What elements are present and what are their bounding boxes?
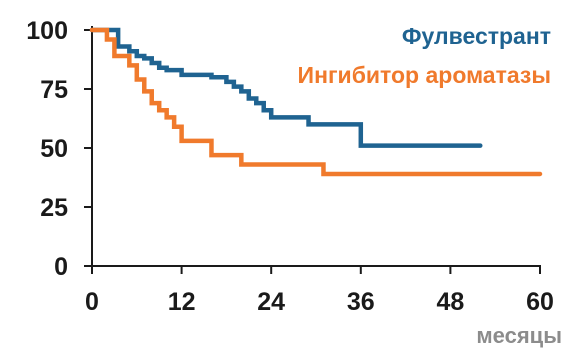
x-tick-label: 12 <box>168 288 196 316</box>
x-tick-label: 60 <box>526 288 554 316</box>
series-line-1 <box>89 27 543 177</box>
y-tick-label: 100 <box>26 17 68 45</box>
x-tick-label: 48 <box>436 288 464 316</box>
x-axis-title: месяцы <box>476 323 562 348</box>
series-line-0 <box>89 27 483 148</box>
x-tick-label: 0 <box>85 288 99 316</box>
y-tick-label: 25 <box>40 194 68 222</box>
y-tick-label: 50 <box>40 135 68 163</box>
axes <box>84 26 541 274</box>
y-tick-label: 0 <box>54 253 68 281</box>
legend-label-0: Фулвестрант <box>402 23 551 49</box>
x-tick-label: 24 <box>257 288 285 316</box>
tick-labels: 0 12 24 36 48 60 0 25 50 75 100 <box>26 17 554 316</box>
legend: Фулвестрант Ингибитор ароматазы <box>298 23 551 88</box>
legend-label-1: Ингибитор ароматазы <box>298 62 551 88</box>
y-tick-label: 75 <box>40 76 68 104</box>
x-tick-label: 36 <box>347 288 375 316</box>
series-lines <box>89 27 543 177</box>
